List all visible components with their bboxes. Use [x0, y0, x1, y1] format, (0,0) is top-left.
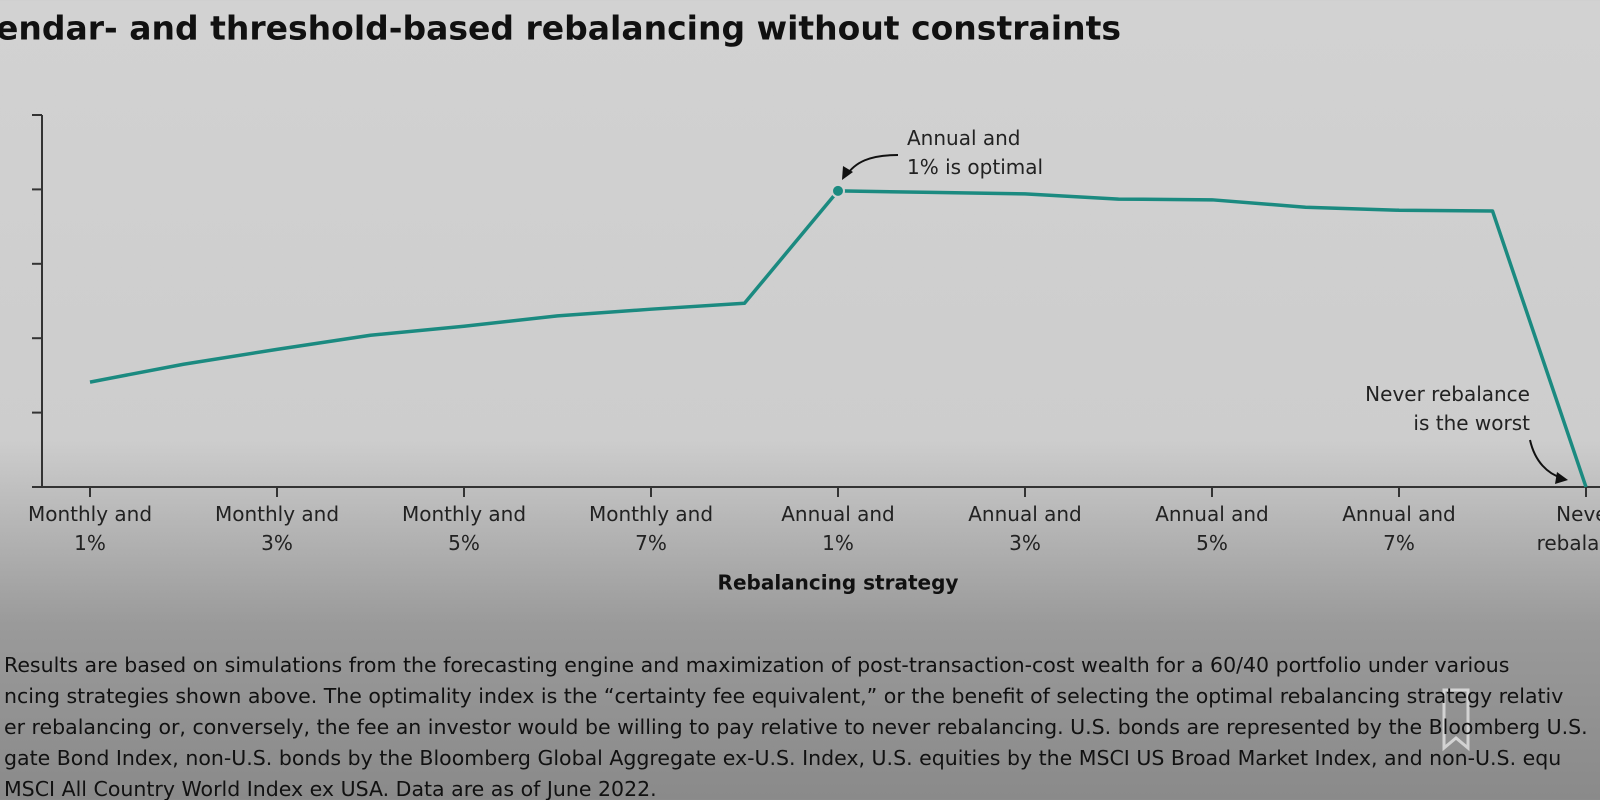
x-tick-label: Annual and 1% [781, 502, 895, 555]
x-tick-label: Annual and 7% [1342, 502, 1456, 555]
annotation-line: is the worst [1413, 411, 1530, 435]
footnote-line: er rebalancing or, conversely, the fee a… [4, 715, 1588, 739]
x-tick-label: Monthly and 1% [27, 502, 153, 555]
footnote: Results are based on simulations from th… [4, 650, 1600, 800]
x-tick-label-box: Annual and 1% [781, 502, 895, 555]
x-tick-label-box: Annual and 5% [1155, 502, 1269, 555]
chart-title: endar- and threshold-based rebalancing w… [0, 9, 1121, 48]
data-line [89, 189, 1588, 488]
x-tick-label: Monthly and 5% [401, 502, 527, 555]
annotation: Annual and 1% is optimal [907, 124, 1043, 182]
footnote-line: ncing strategies shown above. The optima… [4, 684, 1564, 708]
x-tick-label: Annual and 5% [1155, 502, 1269, 555]
bookmark-icon[interactable] [1442, 688, 1470, 752]
x-tick-label-box: Monthly and 7% [588, 502, 714, 555]
annotation-line: Annual and [907, 126, 1021, 150]
annotation-line: Never rebalance [1365, 382, 1530, 406]
annotation-line: 1% is optimal [907, 155, 1044, 179]
x-axis-label: Rebalancing strategy [718, 571, 959, 595]
x-tick-label-box: Annual and 7% [1342, 502, 1456, 555]
arrowhead [842, 166, 853, 180]
footnote-line: Results are based on simulations from th… [4, 653, 1510, 677]
x-tick-label: Annual and 3% [968, 502, 1082, 555]
optimal-point [831, 183, 845, 198]
x-tick-label-box: Annual and 3% [968, 502, 1082, 555]
footnote-line: MSCI All Country World Index ex USA. Dat… [4, 777, 657, 800]
x-tick-label: Never rebalance [1536, 502, 1600, 555]
x-tick-label: Monthly and 7% [588, 502, 714, 555]
x-tick-label: Monthly and 3% [214, 502, 340, 555]
arrowhead [1555, 472, 1568, 484]
x-tick-label-box: Monthly and 5% [401, 502, 527, 555]
x-tick-label-box: Monthly and 1% [27, 502, 153, 555]
x-tick-label-box: Never rebalance [1536, 502, 1600, 555]
x-tick-label-box: Monthly and 3% [214, 502, 340, 555]
footnote-line: gate Bond Index, non-U.S. bonds by the B… [4, 746, 1562, 770]
arrow [845, 154, 899, 177]
annotation: Never rebalance is the worst [1365, 380, 1530, 438]
